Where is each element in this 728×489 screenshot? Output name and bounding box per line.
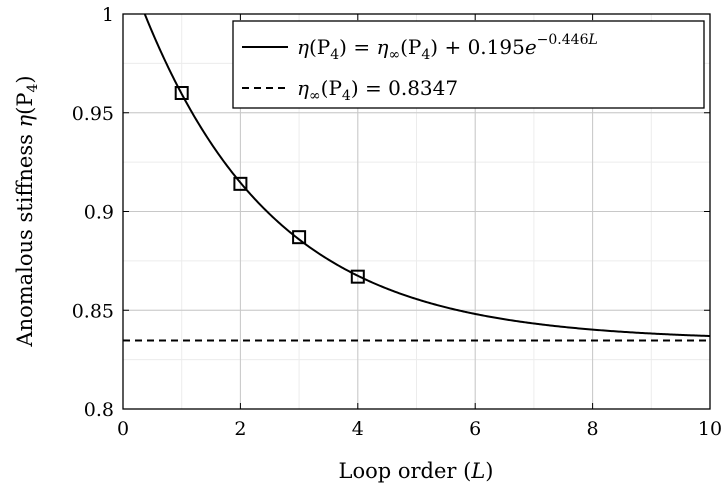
legend-label-limit: η∞(P4) = 0.8347 (297, 76, 458, 104)
x-axis-title: Loop order (L) (339, 459, 494, 483)
y-tick-label: 0.95 (72, 103, 114, 125)
y-tick-label: 0.9 (84, 202, 114, 224)
y-axis-title: Anomalous stiffness η(P4) (13, 75, 41, 347)
data-point-marker (292, 230, 307, 245)
x-tick-label: 6 (469, 418, 481, 440)
x-tick-label: 0 (117, 418, 129, 440)
data-markers (174, 86, 365, 284)
data-point-marker (174, 86, 189, 100)
y-tick-label: 0.8 (84, 399, 114, 421)
legend-box (232, 20, 705, 109)
y-tick-label: 0.85 (72, 300, 114, 322)
data-point-marker (233, 176, 248, 191)
data-point-marker (350, 269, 365, 284)
x-tick-label: 10 (698, 418, 722, 440)
x-tick-label: 2 (234, 418, 246, 440)
legend: η(P4) = η∞(P4) + 0.195e−0.446L η∞(P4) = … (232, 20, 705, 109)
ticks: 0 2 4 6 8 10 0.8 0.85 0.9 0.95 1 (72, 4, 722, 440)
fit-curve-line (143, 14, 710, 338)
y-tick-label: 1 (102, 4, 114, 26)
plot-data (123, 14, 710, 342)
x-tick-label: 8 (587, 418, 599, 440)
x-tick-label: 4 (352, 418, 364, 440)
